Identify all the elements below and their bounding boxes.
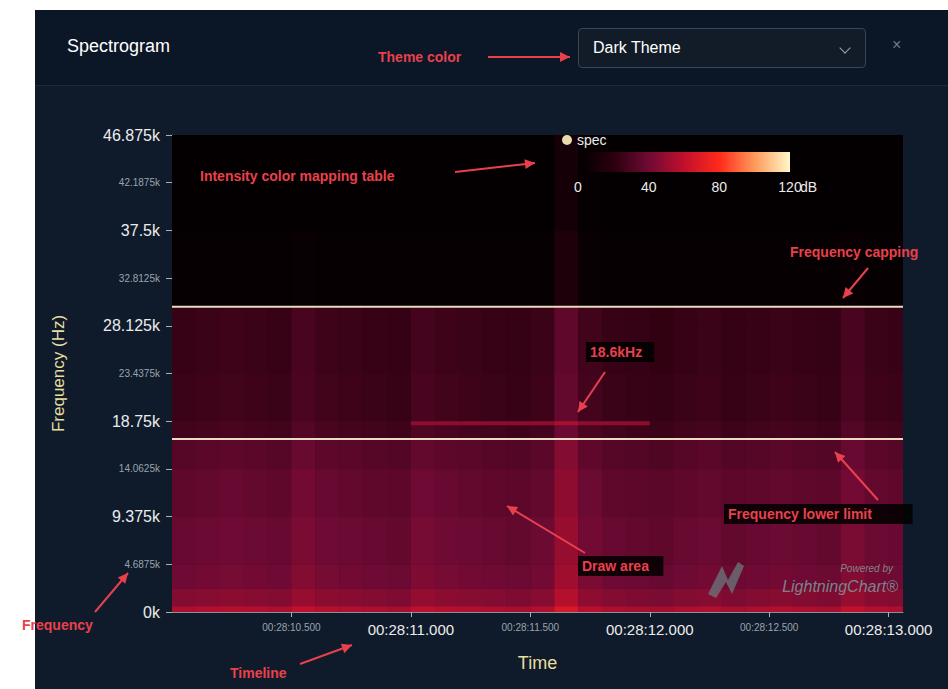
svg-text:4.6875k: 4.6875k [124,559,161,570]
svg-text:18.6kHz: 18.6kHz [590,344,642,360]
svg-text:0k: 0k [143,604,161,621]
svg-text:40: 40 [641,179,657,195]
svg-text:Frequency capping: Frequency capping [790,244,918,260]
svg-text:00:28:11.500: 00:28:11.500 [502,622,560,633]
svg-text:23.4375k: 23.4375k [119,368,161,379]
svg-text:Draw area: Draw area [582,558,649,574]
svg-text:28.125k: 28.125k [103,317,161,334]
svg-text:0: 0 [574,179,582,195]
svg-text:Frequency (Hz): Frequency (Hz) [49,315,68,432]
svg-text:spec: spec [577,132,607,148]
svg-text:00:28:10.500: 00:28:10.500 [262,622,321,633]
svg-text:42.1875k: 42.1875k [119,177,161,188]
svg-text:46.875k: 46.875k [103,127,161,144]
svg-text:Intensity color mapping table: Intensity color mapping table [200,168,395,184]
svg-text:32.8125k: 32.8125k [119,273,161,284]
html-text:Dark Theme: Dark Theme [593,39,681,56]
svg-text:00:28:12.000: 00:28:12.000 [606,621,694,638]
svg-text:00:28:13.000: 00:28:13.000 [845,621,933,638]
svg-text:LightningChart®: LightningChart® [782,578,898,595]
svg-text:00:28:11.000: 00:28:11.000 [368,621,454,638]
svg-text:80: 80 [712,179,728,195]
svg-text:120: 120 [778,179,802,195]
svg-text:00:28:12.500: 00:28:12.500 [740,622,799,633]
svg-text:9.375k: 9.375k [112,508,161,525]
svg-text:14.0625k: 14.0625k [119,463,161,474]
svg-text:Frequency: Frequency [22,617,93,633]
svg-text:Theme color: Theme color [378,49,462,65]
svg-text:Powered by: Powered by [840,563,894,574]
html-text:Spectrogram: Spectrogram [67,36,170,56]
svg-text:18.75k: 18.75k [112,413,161,430]
svg-text:37.5k: 37.5k [121,222,161,239]
svg-text:Time: Time [518,653,557,673]
svg-text:Timeline: Timeline [230,665,287,681]
svg-text:Frequency lower limit: Frequency lower limit [728,506,872,522]
svg-text:dB: dB [800,179,817,195]
